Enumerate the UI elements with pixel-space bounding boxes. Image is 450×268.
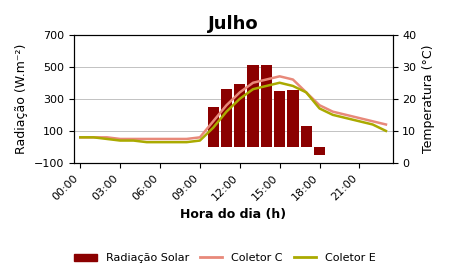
Bar: [234, 84, 245, 147]
Bar: [287, 90, 299, 147]
Bar: [274, 91, 285, 147]
X-axis label: Hora do dia (h): Hora do dia (h): [180, 208, 286, 221]
Title: Julho: Julho: [208, 15, 258, 33]
Bar: [314, 147, 325, 155]
Legend: Radiação Solar, Coletor C, Coletor E: Radiação Solar, Coletor C, Coletor E: [70, 249, 380, 268]
Y-axis label: Radiação (W.m⁻²): Radiação (W.m⁻²): [15, 44, 28, 154]
Bar: [261, 65, 272, 147]
Y-axis label: Temperatura (°C): Temperatura (°C): [422, 44, 435, 153]
Bar: [207, 107, 219, 147]
Bar: [221, 89, 232, 147]
Bar: [248, 65, 259, 147]
Bar: [301, 126, 312, 147]
